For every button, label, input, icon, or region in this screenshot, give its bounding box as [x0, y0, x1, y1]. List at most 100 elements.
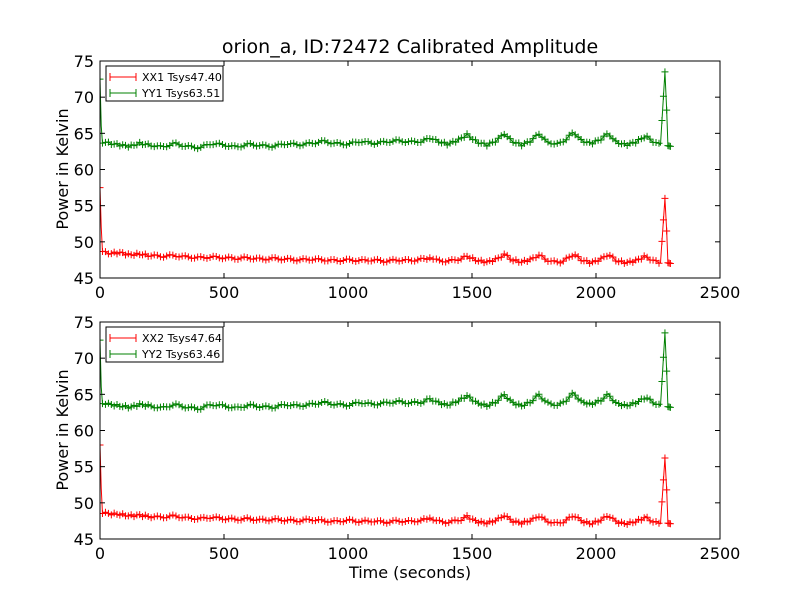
bottom-series-1-point: [597, 397, 605, 405]
top-series-yy: [100, 68, 674, 153]
top-series-1-point: [225, 142, 233, 150]
bottom-series-0-point: [324, 518, 332, 526]
top-series-0-point: [574, 253, 582, 261]
bottom-series-1-point: [571, 391, 579, 399]
bottom-series-0-point: [333, 517, 341, 525]
bottom-x-tick-label: 0: [95, 544, 105, 563]
bottom-series-0-point: [439, 518, 447, 526]
bottom-y-tick-label: 50: [74, 494, 94, 513]
bottom-series-1-point: [287, 402, 295, 410]
top-series-1-point: [509, 138, 517, 146]
top-series-1-point: [420, 136, 428, 144]
top-series-0-point: [497, 253, 505, 261]
bottom-series-1-point: [191, 404, 199, 412]
top-series-0-point: [191, 254, 199, 262]
top-series-0-point: [234, 255, 242, 263]
bottom-y-tick-label: 65: [74, 385, 94, 404]
bottom-series-0-point: [649, 518, 657, 526]
bottom-series-xx: [100, 441, 674, 528]
bottom-series-0-point: [349, 516, 357, 524]
top-series-1-point: [658, 117, 666, 125]
top-series-1-point: [652, 138, 660, 146]
top-series-0-point: [324, 257, 332, 265]
bottom-series-1-point: [455, 397, 463, 405]
top-series-0-point: [586, 259, 594, 267]
bottom-series-1-point: [315, 400, 323, 408]
bottom-y-tick-label: 55: [74, 458, 94, 477]
bottom-series-0-point: [124, 512, 132, 520]
bottom-series-0-point: [463, 512, 471, 520]
top-series-1-point: [200, 141, 208, 149]
bottom-series-1-point: [512, 401, 520, 409]
bottom-series-0-point: [178, 514, 186, 522]
bottom-series-1-point: [661, 329, 669, 337]
top-series-1-point: [389, 137, 397, 145]
bottom-series-1-point: [153, 404, 161, 412]
bottom-series-0-point: [262, 516, 270, 524]
bottom-series-0-point: [559, 519, 567, 527]
bottom-series-0-point: [113, 510, 121, 518]
bottom-series-0-point: [153, 512, 161, 520]
bottom-series-0-point: [302, 515, 310, 523]
top-series-1-point: [231, 142, 239, 150]
top-series-1-point: [100, 75, 104, 83]
top-series-1-point: [655, 139, 663, 147]
top-series-0-point: [181, 252, 189, 260]
top-series-0-point: [559, 257, 567, 265]
bottom-series-1-point: [497, 392, 505, 400]
top-series-1-point: [277, 140, 285, 148]
top-series-0-point: [147, 252, 155, 260]
bottom-series-0-point: [506, 515, 514, 523]
bottom-series-1-point: [373, 401, 381, 409]
top-series-0-point: [222, 254, 230, 262]
top-series-xx: [100, 184, 674, 268]
top-series-0-point: [562, 254, 570, 262]
top-series-0-point: [240, 253, 248, 261]
bottom-series-0-point: [442, 519, 450, 527]
top-series-0-point: [520, 256, 528, 264]
bottom-series-0-point: [571, 513, 579, 521]
top-series-1-point: [315, 138, 323, 146]
top-series-1-point: [191, 144, 199, 152]
bottom-series-0-point: [386, 518, 394, 526]
bottom-series-0-point: [277, 517, 285, 525]
bottom-series-1-point: [658, 378, 666, 386]
bottom-series-0-point: [591, 517, 599, 525]
bottom-series-1-point: [136, 400, 144, 408]
bottom-series-1-point: [588, 400, 596, 408]
top-series-1-point: [472, 136, 480, 144]
bottom-series-1-point: [349, 399, 357, 407]
top-series-0-point: [133, 249, 141, 257]
bottom-x-tick-label: 500: [209, 544, 240, 563]
bottom-series-1-point: [500, 391, 508, 399]
top-series-1-point: [246, 139, 254, 147]
bottom-series-0-point: [321, 517, 329, 525]
bottom-series-0-point: [659, 476, 667, 484]
top-series-1-point: [358, 138, 366, 146]
bottom-series-0-point: [240, 514, 248, 522]
top-series-0-point: [414, 256, 422, 264]
top-series-0-point: [271, 254, 279, 262]
top-series-1-point: [150, 143, 158, 151]
bottom-series-0-point: [352, 518, 360, 526]
bottom-series-1-point: [577, 397, 585, 405]
bottom-series-0-point: [218, 515, 226, 523]
bottom-series-1-point: [187, 403, 195, 411]
bottom-series-1-point: [119, 403, 127, 411]
top-series-1-point: [265, 143, 273, 151]
top-y-tick-label: 70: [74, 88, 94, 107]
bottom-series-0-point: [318, 516, 326, 524]
bottom-series-0-point: [150, 513, 158, 521]
bottom-series-yy: [100, 329, 674, 413]
top-series-1-point: [386, 139, 394, 147]
bottom-series-0-point: [594, 518, 602, 526]
top-series-0-point: [640, 252, 648, 260]
bottom-series-0-point: [253, 516, 261, 524]
bottom-legend-label-1: YY2 Tsys63.46: [141, 348, 220, 361]
bottom-series-0-point: [206, 515, 214, 523]
top-series-0-point: [588, 258, 596, 266]
bottom-series-0-point: [512, 517, 520, 525]
top-series-1-point: [398, 138, 406, 146]
top-series-0-point: [423, 255, 431, 263]
